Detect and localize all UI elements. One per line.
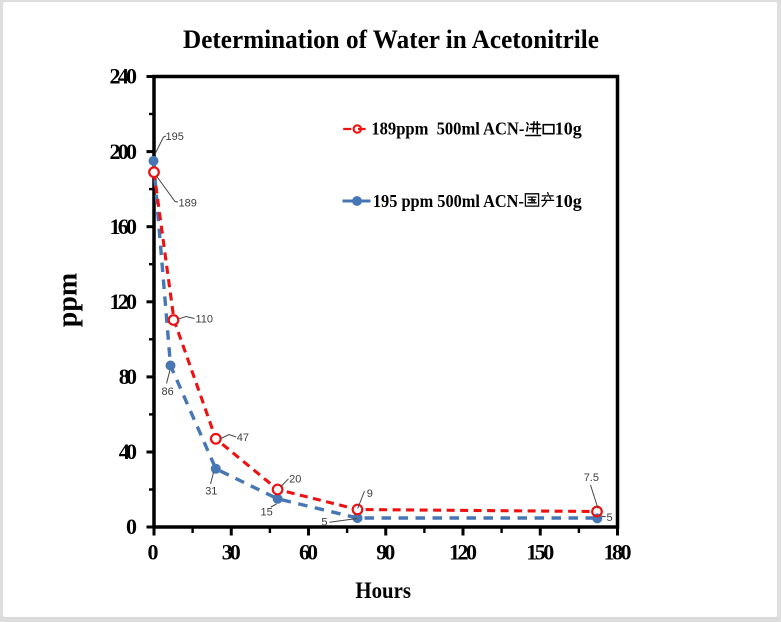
svg-text:200: 200	[110, 139, 138, 164]
svg-text:10g: 10g	[555, 191, 582, 211]
svg-text:9: 9	[367, 488, 373, 500]
svg-text:195: 195	[166, 131, 184, 143]
svg-text:40: 40	[119, 439, 137, 464]
svg-text:5: 5	[321, 517, 327, 529]
svg-text:7.5: 7.5	[584, 472, 599, 484]
svg-text:195 ppm 500ml ACN-: 195 ppm 500ml ACN-	[373, 191, 524, 211]
svg-text:31: 31	[205, 486, 217, 498]
svg-text:80: 80	[119, 364, 137, 389]
svg-text:60: 60	[299, 540, 318, 565]
svg-text:20: 20	[289, 474, 301, 486]
svg-text:15: 15	[261, 506, 273, 518]
svg-text:189ppm 500ml ACN-: 189ppm 500ml ACN-	[371, 119, 524, 139]
svg-text:ppm: ppm	[52, 273, 83, 327]
svg-text:30: 30	[222, 540, 241, 565]
svg-text:86: 86	[162, 386, 174, 398]
svg-text:0: 0	[126, 514, 137, 539]
svg-text:47: 47	[237, 432, 249, 444]
svg-text:150: 150	[526, 540, 554, 565]
svg-text:180: 180	[604, 540, 632, 565]
svg-text:189: 189	[179, 198, 197, 210]
svg-text:0: 0	[148, 540, 159, 565]
svg-text:120: 120	[110, 289, 138, 314]
svg-text:Determination of Water in Acet: Determination of Water in Acetonitrile	[183, 25, 599, 54]
svg-text:120: 120	[449, 540, 477, 565]
svg-text:Hours: Hours	[355, 578, 411, 603]
svg-text:160: 160	[110, 214, 138, 239]
svg-text:240: 240	[110, 64, 138, 89]
svg-text:110: 110	[196, 314, 214, 326]
svg-text:5: 5	[607, 512, 613, 524]
svg-text:90: 90	[376, 540, 395, 565]
svg-text:10g: 10g	[555, 119, 582, 139]
